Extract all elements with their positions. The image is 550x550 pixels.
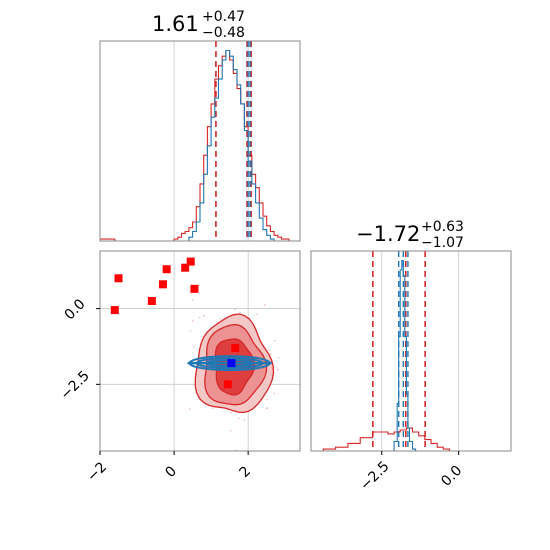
bl-sample-point (269, 353, 272, 356)
bl-red-marker-3 (186, 257, 195, 266)
bl-sample-point (238, 417, 240, 420)
panel-bottom-right-frame (310, 250, 512, 452)
br-hist-red (311, 427, 453, 452)
bl-red-marker-0 (114, 274, 123, 283)
br-hist-blue (391, 259, 419, 452)
bl-sample-point (239, 311, 241, 314)
title-top-left-minus: −0.48 (202, 25, 245, 41)
bl-red-marker-2 (181, 263, 190, 272)
bl-sample-point (211, 407, 214, 410)
bl-sample-point (229, 429, 232, 432)
bl-sample-point (188, 407, 191, 410)
bl-sample-point (243, 418, 246, 421)
bl-red-marker-7 (110, 306, 119, 315)
bl-sample-point (266, 398, 268, 401)
bl-red-marker-6 (190, 284, 199, 293)
panel-top-left: 1.61 +0.47 −0.48 (99, 9, 301, 242)
bl-sample-point (277, 357, 280, 360)
bl-sample-point (273, 339, 276, 342)
bl-sample-point (192, 319, 194, 322)
title-top-left-value: 1.61 (152, 12, 199, 36)
bl-sample-point (263, 303, 266, 306)
panel-top-left-frame (99, 40, 301, 242)
bl-sample-point (268, 349, 271, 352)
bl-sample-point (219, 318, 222, 320)
title-bottom-right-minus: −1.07 (421, 235, 464, 251)
bl-sample-point (189, 330, 192, 332)
bl-red-marker-4 (158, 280, 167, 289)
br-xtick-label-1: 0.0 (438, 463, 465, 490)
bl-blue-marker (227, 359, 236, 368)
title-bottom-right-value: −1.72 (356, 222, 420, 246)
bl-ytick-label-0: 0.0 (62, 296, 89, 323)
tl-hist-blue (185, 49, 279, 242)
title-top-left-plus: +0.47 (202, 9, 245, 25)
bl-red-marker-9 (223, 380, 232, 389)
bl-sample-point (203, 314, 205, 317)
bl-sample-point (266, 407, 269, 410)
bl-ytick-label-1: −2.5 (57, 368, 92, 403)
bl-xtick-label-2: 2 (237, 463, 255, 481)
bl-sample-point (193, 345, 195, 348)
br-xtick-label-0: −2.5 (357, 458, 392, 493)
panel-bottom-left: −2 0 2 0.0 −2.5 (57, 250, 301, 485)
bl-sample-point (191, 298, 194, 301)
bl-sample-point (234, 308, 236, 311)
bl-xtick-label-1: 0 (162, 463, 180, 481)
panel-bottom-right: −1.72 +0.63 −1.07 −2.5 0.0 (310, 219, 512, 494)
bl-sample-point (230, 411, 233, 414)
bl-sample-point (255, 313, 258, 316)
panel-bottom-left-frame (99, 250, 301, 452)
bl-sample-point (198, 316, 201, 319)
bl-red-marker-5 (147, 297, 156, 305)
bl-sample-point (277, 368, 279, 371)
bl-red-marker-1 (162, 265, 171, 274)
bl-red-marker-8 (231, 343, 240, 352)
bl-xtick-label-0: −2 (84, 459, 110, 485)
title-bottom-right-plus: +0.63 (421, 219, 464, 235)
tl-hist-red (100, 49, 301, 242)
bl-sample-point (273, 392, 276, 395)
